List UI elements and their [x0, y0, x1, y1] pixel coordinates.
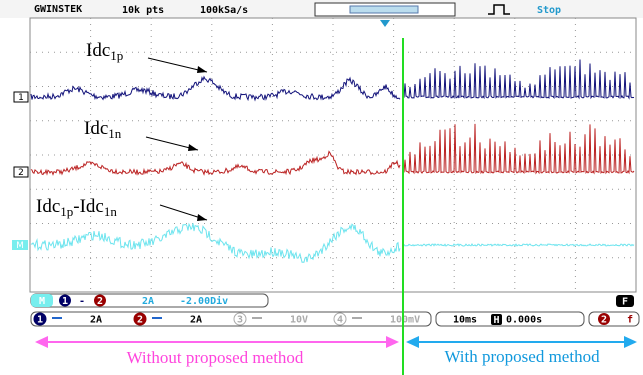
arrowhead	[624, 336, 637, 348]
ch1-marker: 1	[18, 93, 24, 103]
footer-bar: 10ms H 0.000s 2 f 1 2A 2 2A 3 10V 4 100mV	[31, 312, 639, 326]
rate: 100kSa/s	[200, 5, 248, 16]
channel-num: 1	[37, 315, 43, 326]
trig-slope: f	[627, 315, 633, 326]
scope-figure: GWINSTEK 10k pts 100kSa/s Stop 1 2 M Idc…	[0, 0, 643, 375]
channel-num: 3	[237, 315, 243, 326]
waveform-left	[31, 152, 400, 175]
page: GWINSTEK 10k pts 100kSa/s Stop 1 2 M Idc…	[0, 0, 643, 375]
src-b-text: 2	[97, 296, 103, 307]
waveform-right	[404, 60, 634, 99]
timebase: 10ms	[453, 315, 477, 326]
label-1: Idc1p	[86, 40, 123, 63]
points: 10k pts	[122, 5, 164, 16]
label-sub: 1n	[104, 204, 118, 219]
annotation-arrows: Without proposed method With proposed me…	[35, 336, 637, 367]
label-text: Idc	[86, 40, 110, 61]
memory-window	[350, 6, 418, 13]
waveform-right	[404, 244, 634, 246]
src-a-text: 1	[62, 296, 68, 307]
math-marker: M	[16, 241, 24, 251]
waveform-right	[404, 124, 634, 173]
label-text: -Idc	[73, 196, 104, 217]
h-label: H	[493, 315, 499, 326]
math-scale: 2A	[142, 296, 154, 307]
arrowhead	[386, 336, 399, 348]
arrowhead	[35, 336, 48, 348]
menu-key-text: F	[622, 297, 628, 308]
trig-ch: 2	[601, 315, 607, 326]
channel-scale: 2A	[90, 315, 102, 326]
label-sub: 1p	[60, 204, 73, 219]
label-2: Idc1n	[84, 118, 122, 141]
channel-num: 4	[337, 315, 343, 326]
brand: GWINSTEK	[34, 4, 82, 15]
arrowhead	[188, 144, 198, 151]
arrowhead	[197, 66, 207, 73]
waveform-left	[31, 77, 400, 100]
channel-num: 2	[137, 315, 143, 326]
label-3: Idc1p-Idc1n	[36, 196, 117, 219]
channel-scale: 2A	[190, 315, 202, 326]
channel-markers: 1 2 M	[12, 92, 28, 251]
right-annotation: With proposed method	[444, 347, 600, 366]
waveforms	[31, 60, 634, 263]
channel-scale: 10V	[290, 315, 308, 326]
label-sub: 1p	[110, 48, 123, 63]
position: 0.000s	[506, 315, 542, 326]
waveform-left	[31, 223, 400, 262]
math-tag-text: M	[39, 296, 45, 307]
arrowhead	[406, 336, 419, 348]
label-sub: 1n	[108, 126, 122, 141]
label-text: Idc	[36, 196, 60, 217]
arrowhead	[197, 214, 207, 221]
labels: Idc1p Idc1n Idc1p-Idc1n	[36, 40, 207, 221]
channel-scale: 100mV	[390, 315, 420, 326]
left-annotation: Without proposed method	[127, 348, 304, 367]
math-offset: -2.00Div	[180, 295, 228, 307]
ch2-marker: 2	[18, 168, 24, 178]
status: Stop	[537, 5, 561, 16]
math-bar: M 1 - 2 2A -2.00Div F	[31, 294, 634, 308]
trigger-position	[380, 20, 390, 27]
label-text: Idc	[84, 118, 108, 139]
op: -	[79, 296, 85, 307]
